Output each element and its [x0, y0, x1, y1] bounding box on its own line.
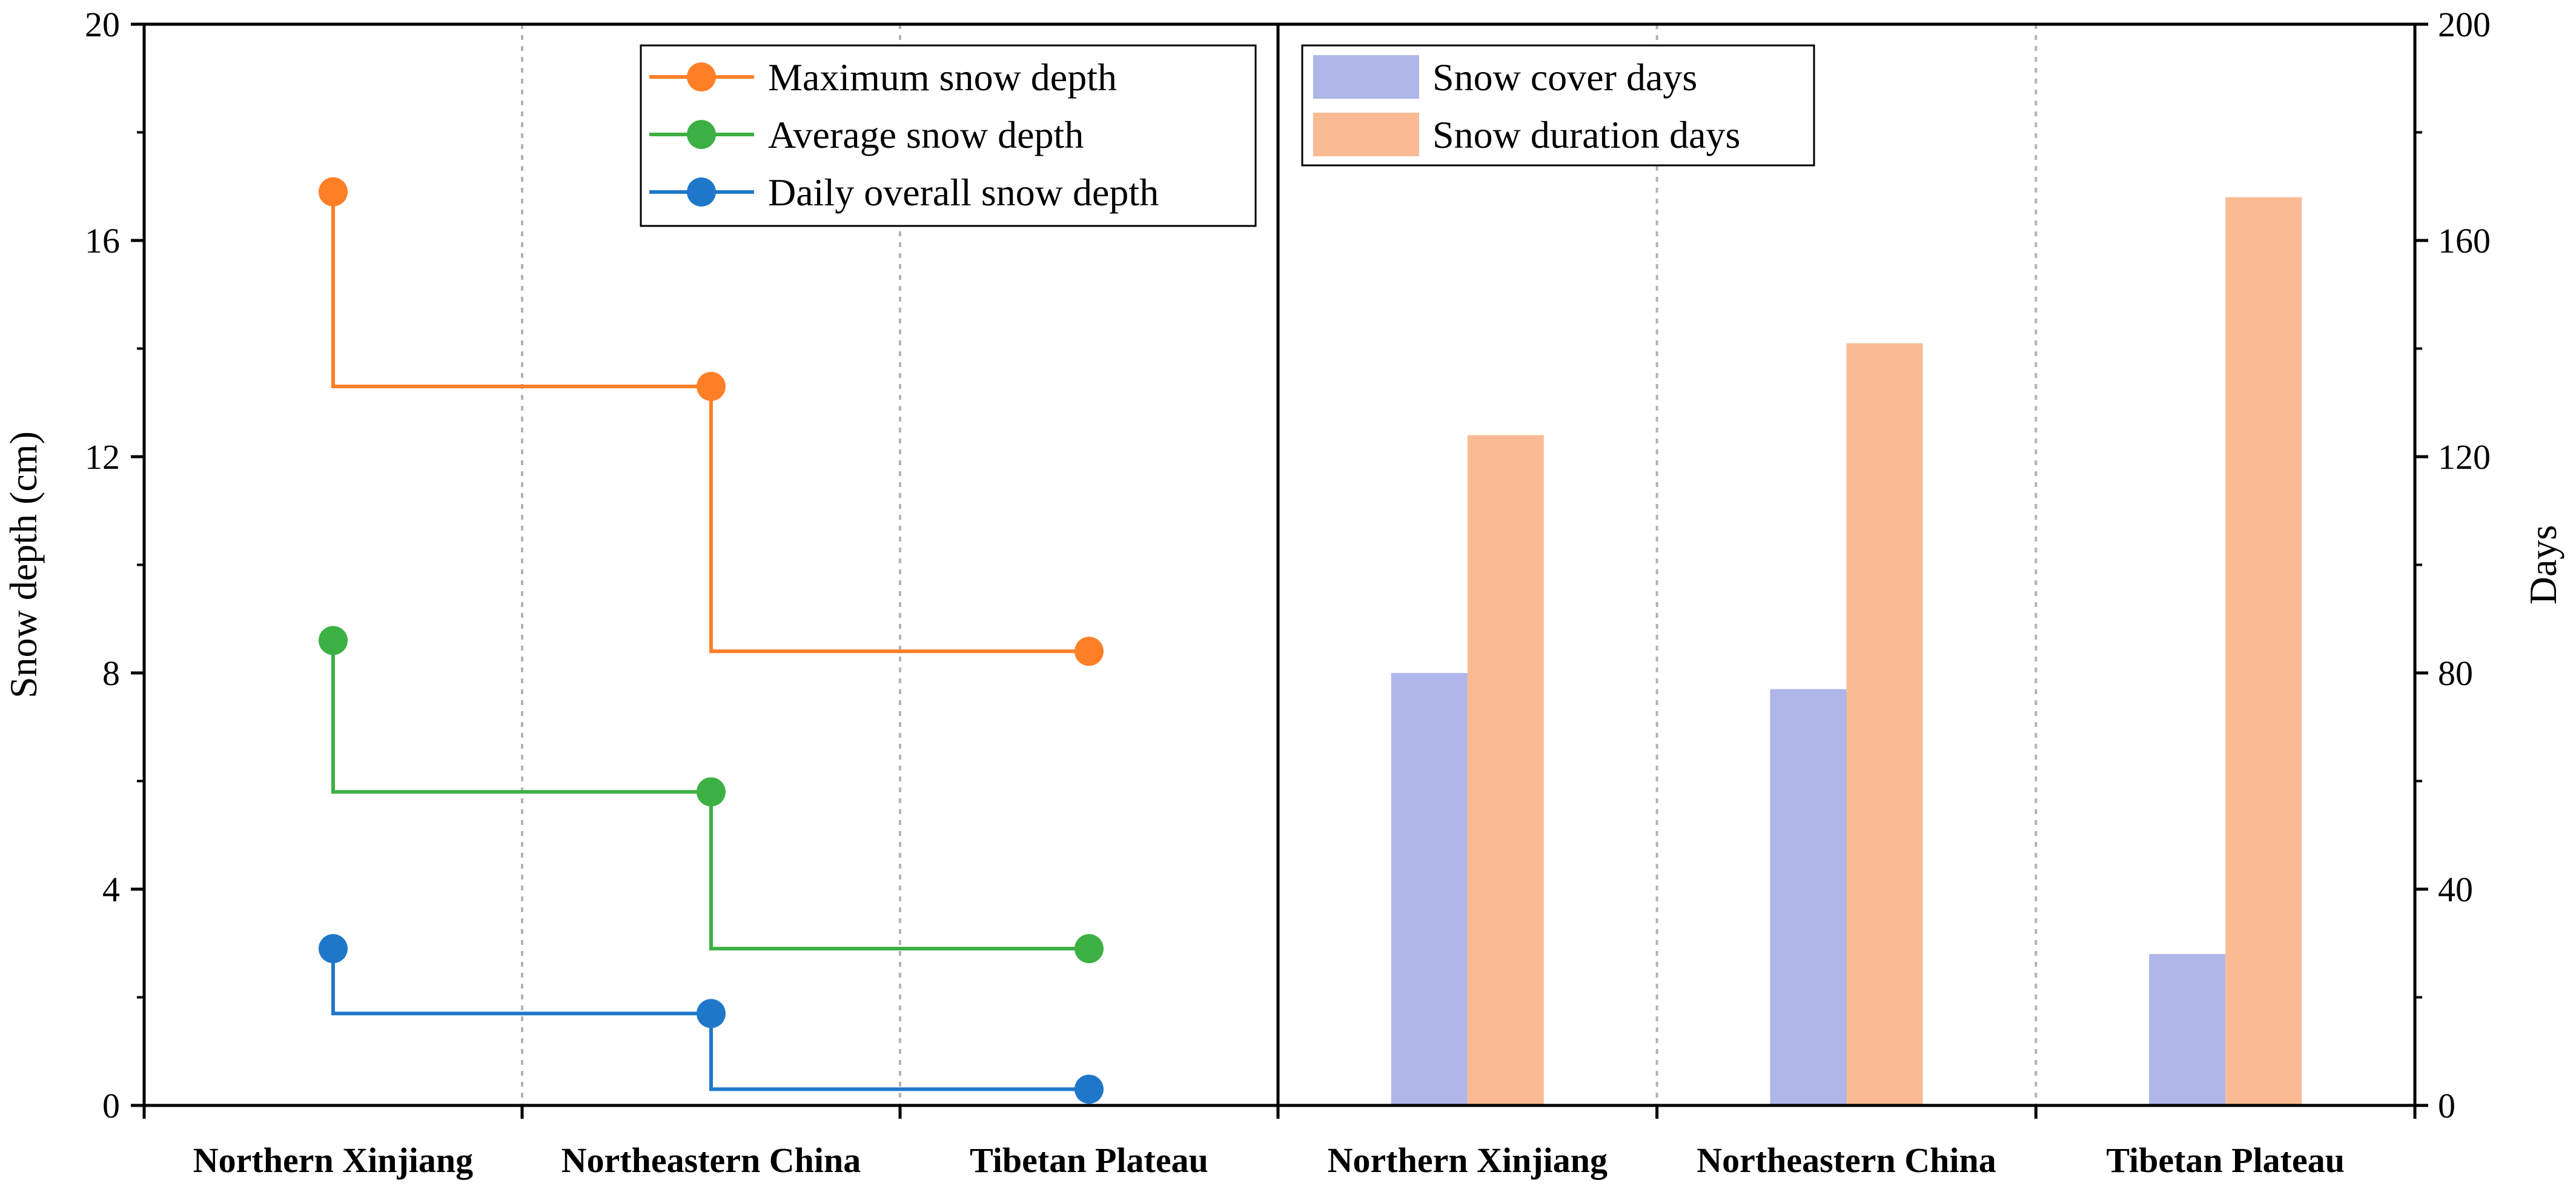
maximum-snow-depth-point-northeastern-china [697, 371, 726, 401]
left-legend: Maximum snow depth Average snow depth Dail… [640, 44, 1257, 227]
right-y-tick-label: 200 [2438, 5, 2491, 44]
right-y-tick-label: 0 [2438, 1086, 2455, 1125]
left-y-tick-label: 0 [102, 1086, 120, 1125]
snow-duration-days-bar-northeastern-china [1846, 343, 1923, 1106]
snow-cover-days-bar-northern-xinjiang [1391, 673, 1468, 1105]
right-y-axis-title: Days [2521, 525, 2564, 605]
right-y-tick-label: 160 [2438, 221, 2491, 260]
snow-duration-days-legend-label: Snow duration days [1432, 113, 1740, 156]
left-y-tick-label: 16 [85, 221, 120, 260]
daily-overall-snow-depth-legend-label: Daily overall snow depth [768, 171, 1159, 214]
snow-cover-days-legend-label: Snow cover days [1432, 56, 1697, 99]
x-category-label-tibetan-plateau: Tibetan Plateau [970, 1141, 1208, 1180]
daily-overall-snow-depth-point-northeastern-china [697, 999, 726, 1028]
average-snow-depth-legend-label: Average snow depth [768, 113, 1084, 156]
right-y-tick-label: 80 [2438, 654, 2473, 693]
snow-cover-days-legend-swatch [1313, 55, 1419, 99]
x-category-label-northeastern-china: Northeastern China [561, 1141, 861, 1180]
maximum-snow-depth-step-line [331, 191, 1089, 654]
maximum-snow-depth-legend-label: Maximum snow depth [768, 56, 1117, 99]
left-y-tick-label: 8 [102, 654, 120, 693]
left-y-tick-label: 12 [85, 437, 120, 477]
x-category-label-tibetan-plateau: Tibetan Plateau [2106, 1141, 2345, 1180]
left-y-tick-label: 20 [85, 5, 120, 44]
daily-overall-snow-depth-legend-marker [687, 177, 716, 207]
maximum-snow-depth-point-tibetan-plateau [1074, 637, 1104, 666]
snow-cover-days-bar-northeastern-china [1770, 689, 1847, 1105]
right-legend: Snow cover days Snow duration days [1301, 44, 1815, 167]
snow-cover-days-bar-tibetan-plateau [2149, 954, 2226, 1105]
x-category-label-northeastern-china: Northeastern China [1697, 1141, 1996, 1180]
x-category-label-northern-xinjiang: Northern Xinjiang [1328, 1141, 1608, 1180]
average-snow-depth-point-tibetan-plateau [1074, 934, 1104, 964]
left-panel-snow-depth [319, 24, 1104, 1105]
average-snow-depth-legend-marker [687, 120, 716, 149]
maximum-snow-depth-legend-marker [687, 62, 716, 91]
snow-duration-days-legend-swatch [1313, 113, 1419, 156]
snow-duration-days-bar-tibetan-plateau [2225, 197, 2302, 1106]
right-panel-days [1391, 24, 2302, 1106]
right-y-tick-label: 40 [2438, 870, 2473, 909]
x-category-label-northern-xinjiang: Northern Xinjiang [193, 1141, 473, 1180]
daily-overall-snow-depth-point-northern-xinjiang [319, 934, 348, 964]
average-snow-depth-point-northeastern-china [697, 777, 726, 807]
daily-overall-snow-depth-point-tibetan-plateau [1074, 1075, 1104, 1104]
right-y-tick-label: 120 [2438, 437, 2491, 477]
left-y-axis-title: Snow depth (cm) [2, 431, 45, 698]
maximum-snow-depth-point-northern-xinjiang [319, 177, 348, 207]
snow-duration-days-bar-northern-xinjiang [1467, 435, 1544, 1105]
left-y-tick-label: 4 [102, 870, 120, 909]
average-snow-depth-point-northern-xinjiang [319, 626, 348, 655]
